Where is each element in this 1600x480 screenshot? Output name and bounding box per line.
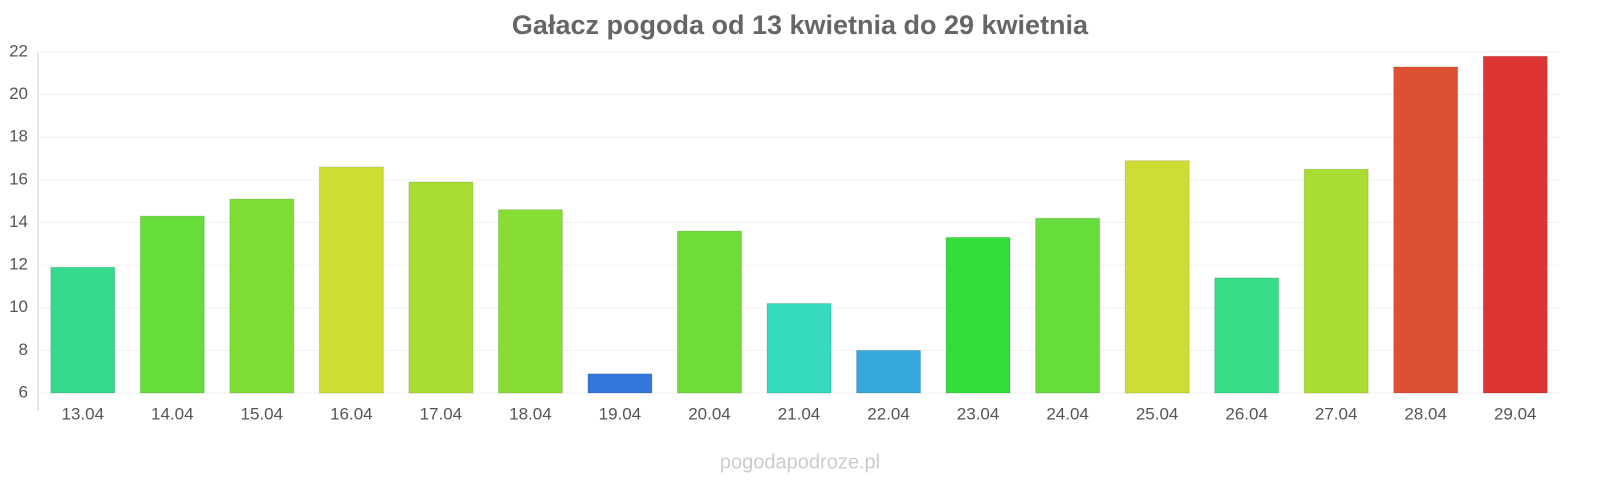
x-tick-label: 21.04 — [778, 404, 821, 423]
bar — [229, 198, 295, 394]
x-tick-label: 17.04 — [420, 404, 463, 423]
bar — [856, 349, 922, 394]
bar — [587, 373, 653, 394]
bar — [497, 209, 563, 394]
x-tick-label: 18.04 — [509, 404, 552, 423]
y-tick-label: 18 — [9, 127, 28, 146]
x-tick-label: 23.04 — [957, 404, 1000, 423]
y-tick-label: 20 — [9, 84, 28, 103]
x-tick-label: 28.04 — [1404, 404, 1447, 423]
y-tick-label: 22 — [9, 41, 28, 60]
bar — [408, 181, 474, 394]
source: pogodapodroze.pl — [720, 451, 880, 473]
y-tick-label: 8 — [19, 340, 28, 359]
bar — [676, 230, 742, 394]
y-tick-label: 10 — [9, 297, 28, 316]
x-tick-label: 29.04 — [1494, 404, 1537, 423]
x-tick-label: 24.04 — [1046, 404, 1089, 423]
y-tick-label: 14 — [9, 212, 28, 231]
chart-title: Gałacz pogoda od 13 kwietnia do 29 kwiet… — [512, 10, 1089, 40]
x-tick-label: 19.04 — [599, 404, 642, 423]
bar — [766, 302, 832, 394]
x-tick-label: 15.04 — [241, 404, 284, 423]
x-tick-label: 26.04 — [1225, 404, 1268, 423]
y-tick-label: 16 — [9, 169, 28, 188]
y-tick-label: 6 — [19, 382, 28, 401]
x-tick-label: 14.04 — [151, 404, 194, 423]
x-tick-label: 27.04 — [1315, 404, 1358, 423]
bar — [318, 166, 384, 394]
x-tick-label: 22.04 — [867, 404, 910, 423]
bar — [139, 215, 205, 394]
bar — [1393, 66, 1459, 394]
bar — [1124, 160, 1190, 394]
y-tick-label: 12 — [9, 255, 28, 274]
bar — [1035, 217, 1101, 394]
bar — [1482, 55, 1548, 394]
bar — [945, 236, 1011, 394]
x-tick-label: 13.04 — [61, 404, 104, 423]
x-tick-label: 20.04 — [688, 404, 731, 423]
bar — [1214, 277, 1280, 394]
bar — [50, 266, 116, 394]
x-tick-label: 16.04 — [330, 404, 373, 423]
bar — [1303, 168, 1369, 394]
x-tick-label: 25.04 — [1136, 404, 1179, 423]
